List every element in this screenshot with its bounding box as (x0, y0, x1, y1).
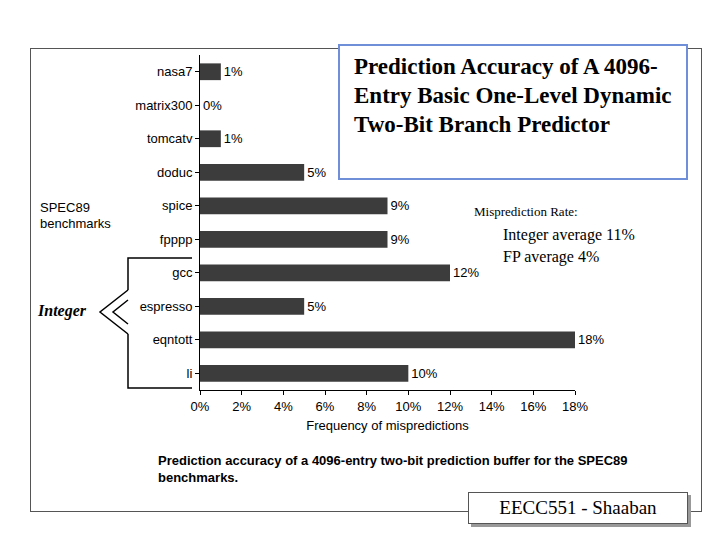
svg-text:doduc: doduc (157, 165, 193, 180)
html-text:EECC551 - Shaaban: EECC551 - Shaaban (499, 497, 657, 518)
svg-text:0%: 0% (191, 399, 210, 414)
svg-text:Frequency of mispredictions: Frequency of mispredictions (306, 418, 469, 433)
html-text:Integer: Integer (38, 302, 86, 319)
svg-text:12%: 12% (437, 399, 463, 414)
svg-text:6%: 6% (316, 399, 335, 414)
html-text:Prediction Accuracy of A 4096-: Prediction Accuracy of A 4096-Entry Basi… (354, 54, 672, 137)
svg-text:14%: 14% (479, 399, 505, 414)
svg-text:tomcatv: tomcatv (147, 131, 193, 146)
html-text:SPEC89 benchmarks: SPEC89 benchmarks (40, 200, 111, 231)
html-text:Misprediction Rate:: Misprediction Rate: (474, 204, 578, 219)
svg-text:espresso: espresso (140, 299, 193, 314)
svg-text:5%: 5% (307, 165, 326, 180)
svg-text:eqntott: eqntott (153, 332, 193, 347)
svg-text:1%: 1% (224, 64, 243, 79)
svg-text:gcc: gcc (172, 265, 193, 280)
svg-text:5%: 5% (307, 299, 326, 314)
svg-text:fpppp: fpppp (160, 232, 193, 247)
html-text:Integer average 11%: Integer average 11% (503, 226, 635, 243)
svg-text:8%: 8% (357, 399, 376, 414)
svg-text:18%: 18% (578, 332, 604, 347)
svg-text:9%: 9% (391, 198, 410, 213)
svg-text:18%: 18% (562, 399, 588, 414)
svg-text:spice: spice (162, 198, 192, 213)
svg-text:li: li (187, 366, 193, 381)
svg-text:12%: 12% (453, 265, 479, 280)
svg-text:10%: 10% (395, 399, 421, 414)
html-text:Prediction accuracy of a 4096-: Prediction accuracy of a 4096-entry two-… (158, 453, 628, 485)
svg-text:4%: 4% (274, 399, 293, 414)
svg-text:10%: 10% (411, 366, 437, 381)
svg-text:1%: 1% (224, 131, 243, 146)
svg-text:0%: 0% (203, 98, 222, 113)
svg-text:nasa7: nasa7 (157, 64, 192, 79)
svg-text:16%: 16% (520, 399, 546, 414)
svg-text:matrix300: matrix300 (135, 98, 192, 113)
svg-text:2%: 2% (232, 399, 251, 414)
svg-text:9%: 9% (391, 232, 410, 247)
html-text:FP average 4%: FP average 4% (503, 248, 600, 265)
